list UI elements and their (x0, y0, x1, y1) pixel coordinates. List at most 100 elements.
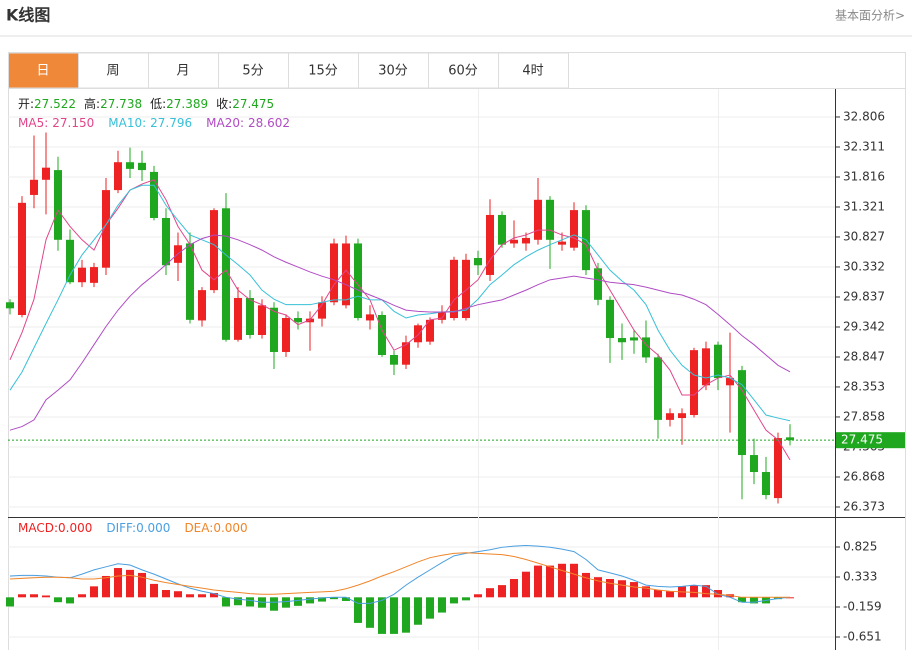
macd-bar (162, 589, 170, 598)
legend-value: 28.602 (248, 116, 290, 130)
tab-label[interactable]: 15分 (308, 64, 338, 79)
y-tick-label: -0.159 (843, 600, 882, 614)
macd-bar (546, 565, 554, 598)
ma-line (9, 179, 791, 461)
macd-bar (318, 597, 326, 602)
candle-body (258, 305, 266, 335)
tab-label[interactable]: 5分 (242, 64, 263, 79)
macd-bar (30, 594, 38, 598)
candle-body (594, 268, 602, 300)
info-value: 27.475 (232, 97, 274, 111)
candle-body (474, 257, 482, 266)
fundamentals-link[interactable]: 基本面分析> (835, 9, 905, 23)
tab[interactable] (218, 52, 289, 89)
macd-bar (462, 597, 470, 601)
y-tick-label: 29.342 (843, 319, 885, 333)
candle-body (222, 208, 230, 340)
macd-bar (282, 597, 290, 608)
chart-frame (8, 52, 906, 650)
macd-bar (438, 597, 446, 613)
macd-bar (570, 563, 578, 598)
candle-body (390, 355, 398, 365)
candle-body (546, 199, 554, 240)
macd-bar (42, 595, 50, 598)
macd-bar (642, 586, 650, 598)
candle-body (210, 210, 218, 291)
macd-bar (510, 579, 518, 598)
y-tick-label: 31.816 (843, 170, 885, 184)
macd-bar (222, 597, 230, 607)
macd-bar (738, 597, 746, 603)
macd-bar (390, 597, 398, 634)
tab-label[interactable]: 60分 (448, 64, 478, 79)
candle-body (114, 162, 122, 191)
tab[interactable] (288, 52, 359, 89)
tab-label[interactable]: 日 (36, 64, 49, 79)
legend-name: MA5: (18, 116, 48, 130)
candle-body (438, 311, 446, 320)
candle-body (162, 217, 170, 266)
macd-bar (126, 569, 134, 598)
macd-line (9, 544, 791, 604)
macd-bar (234, 597, 242, 606)
candle-body (18, 202, 26, 315)
macd-bar (150, 583, 158, 598)
candle-body (426, 319, 434, 342)
y-tick-label: 0.333 (843, 570, 877, 584)
candle-body (666, 413, 674, 420)
tab-label[interactable]: 30分 (378, 64, 408, 79)
macd-bar (654, 589, 662, 598)
candle-body (750, 455, 758, 473)
candle-body (726, 378, 734, 386)
tab[interactable] (498, 52, 569, 89)
info-value: 27.522 (34, 97, 76, 111)
legend-value: 0.000 (58, 521, 92, 535)
macd-bar (498, 585, 506, 598)
tab-label[interactable]: 周 (106, 64, 119, 79)
macd-bar (18, 594, 26, 598)
candle-body (54, 170, 62, 240)
macd-bar (630, 582, 638, 598)
candle-body (678, 413, 686, 419)
candle-body (306, 318, 314, 323)
candle-body (414, 325, 422, 343)
macd-bar (414, 597, 422, 625)
tab[interactable] (8, 52, 79, 89)
candle-body (270, 307, 278, 352)
candle-body (378, 314, 386, 356)
macd-bar (582, 572, 590, 598)
candle-body (522, 237, 530, 244)
candle-body (102, 190, 110, 268)
macd-bar (90, 586, 98, 598)
candle-body (30, 179, 38, 195)
tab[interactable] (428, 52, 499, 89)
macd-bar (342, 597, 350, 601)
legend-name: MACD: (18, 521, 58, 535)
macd-bar (486, 588, 494, 598)
candle-body (78, 267, 86, 283)
macd-bar (354, 597, 362, 623)
candle-body (342, 243, 350, 306)
candle-body (366, 314, 374, 321)
candle-body (462, 259, 470, 319)
candle-body (402, 342, 410, 365)
ohlc-info: 开:27.522 高:27.738 低:27.389 收:27.475 (18, 96, 274, 111)
candle-body (774, 438, 782, 499)
candle-body (630, 337, 638, 341)
candle-body (702, 348, 710, 386)
legend-value: 27.150 (52, 116, 94, 130)
y-tick-label: 30.332 (843, 259, 885, 273)
candle-body (246, 298, 254, 335)
candle-body (762, 472, 770, 496)
tab-label[interactable]: 月 (176, 64, 189, 79)
macd-bar (606, 579, 614, 598)
tab[interactable] (358, 52, 429, 89)
macd-bar (66, 597, 74, 604)
candle-body (318, 302, 326, 319)
tab-label[interactable]: 4时 (522, 64, 543, 79)
y-tick-label: 29.837 (843, 289, 885, 303)
candle-body (66, 239, 74, 283)
candle-body (690, 350, 698, 416)
y-tick-label: 28.847 (843, 350, 885, 364)
macd-bar (186, 594, 194, 598)
